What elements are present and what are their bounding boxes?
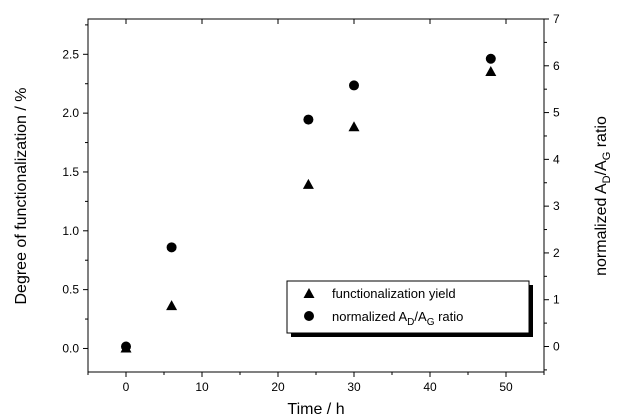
x-tick-label: 30 bbox=[347, 380, 361, 394]
legend-ratio-sub2: G bbox=[427, 317, 435, 328]
y2-tick-label: 7 bbox=[553, 12, 560, 26]
legend-ratio-mid: /A bbox=[414, 309, 427, 324]
marks-layer bbox=[120, 53, 497, 353]
y-tick-label: 0.5 bbox=[62, 283, 79, 297]
y2-tick-label: 6 bbox=[553, 59, 560, 73]
x-tick-label: 50 bbox=[499, 380, 513, 394]
y-tick-label: 2.0 bbox=[62, 106, 79, 120]
triangle-point bbox=[485, 65, 497, 76]
triangle-point bbox=[166, 300, 178, 311]
legend-label-normalized-ratio: normalized AD/AG ratio bbox=[332, 309, 463, 328]
y2-label-sub2: G bbox=[601, 152, 613, 161]
circle-point bbox=[349, 80, 359, 91]
x-axis-label: Time / h bbox=[287, 401, 344, 418]
circle-point bbox=[166, 242, 177, 253]
legend-box bbox=[286, 280, 530, 334]
y2-label-prefix: normalized A bbox=[593, 183, 610, 276]
y-tick-label: 1.5 bbox=[62, 165, 79, 179]
y-tick-label: 0.0 bbox=[62, 341, 79, 355]
circle-point bbox=[485, 53, 496, 64]
y2-label-sub1: D bbox=[601, 175, 613, 183]
legend-circle-icon bbox=[304, 311, 314, 321]
triangle-point bbox=[348, 121, 360, 132]
y-tick-label: 1.0 bbox=[62, 224, 79, 238]
x-tick-label: 0 bbox=[123, 380, 130, 394]
legend-ratio-prefix: normalized A bbox=[332, 309, 407, 324]
ticks-layer: 0 10 20 30 40 50 0.0 0.5 1.0 1.5 2.0 2.5 0 1 2 3 4 5 6 7 bbox=[62, 12, 560, 394]
y2-tick-label: 3 bbox=[553, 199, 560, 213]
legend-ratio-sub1: D bbox=[407, 317, 414, 328]
y-tick-label: 2.5 bbox=[62, 47, 79, 61]
y2-label-suffix: ratio bbox=[593, 116, 610, 152]
legend: functionalization yield normalized AD/AG… bbox=[286, 280, 533, 337]
triangle-point bbox=[302, 178, 314, 189]
legend-triangle-icon bbox=[303, 288, 315, 298]
circle-point bbox=[303, 114, 314, 125]
y2-axis-label: normalized AD/AG ratio bbox=[593, 116, 613, 276]
legend-ratio-suffix: ratio bbox=[434, 309, 463, 324]
y2-tick-label: 2 bbox=[553, 246, 560, 260]
legend-label-functionalization-yield: functionalization yield bbox=[332, 286, 456, 301]
y2-tick-label: 0 bbox=[553, 340, 560, 354]
x-tick-label: 10 bbox=[195, 380, 209, 394]
circle-point bbox=[121, 341, 131, 352]
y2-tick-label: 1 bbox=[553, 293, 560, 307]
x-tick-label: 40 bbox=[423, 380, 437, 394]
x-tick-label: 20 bbox=[271, 380, 285, 394]
y2-label-mid: /A bbox=[593, 160, 610, 175]
y2-tick-label: 4 bbox=[553, 152, 560, 166]
y2-tick-label: 5 bbox=[553, 106, 560, 120]
y-axis-label: Degree of functionalization / % bbox=[13, 87, 30, 304]
